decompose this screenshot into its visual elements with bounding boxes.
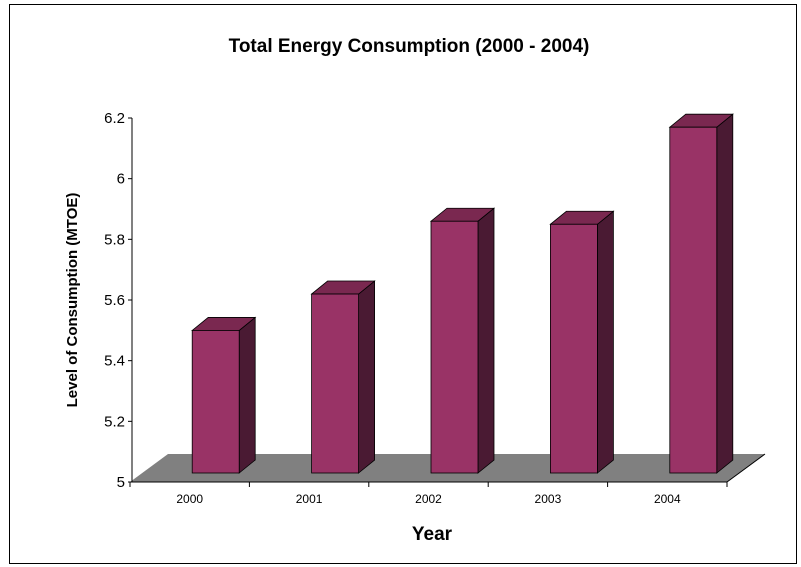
bar-side <box>597 210 614 474</box>
bar <box>191 330 240 474</box>
bar-side <box>477 207 495 474</box>
chart-title: Total Energy Consumption (2000 - 2004) <box>229 36 590 57</box>
y-tick-label: 6.2 <box>104 110 125 127</box>
x-tick-label: 2001 <box>296 492 323 506</box>
y-tick-label: 5.6 <box>104 292 125 309</box>
y-axis-title: Level of Consumption (MTOE) <box>64 193 81 408</box>
bar <box>550 223 598 474</box>
x-axis-title: Year <box>412 524 453 545</box>
bar-side <box>238 316 256 474</box>
y-tick-label: 5.8 <box>104 231 125 248</box>
y-tick-label: 5.2 <box>104 413 125 430</box>
y-tick-label: 6 <box>117 171 125 188</box>
bar-side <box>358 280 376 474</box>
x-tick-label: 2003 <box>535 492 562 506</box>
x-tick-label: 2004 <box>654 492 681 506</box>
bar <box>311 293 360 474</box>
x-tick-label: 2002 <box>415 492 442 506</box>
bar <box>669 126 718 474</box>
bar-side <box>716 113 734 474</box>
x-tick-label: 2000 <box>176 492 203 506</box>
y-tick-label: 5.4 <box>104 353 125 370</box>
x-axis-depth-line <box>726 453 766 483</box>
y-tick-label: 5 <box>117 474 125 491</box>
bar <box>430 220 479 474</box>
